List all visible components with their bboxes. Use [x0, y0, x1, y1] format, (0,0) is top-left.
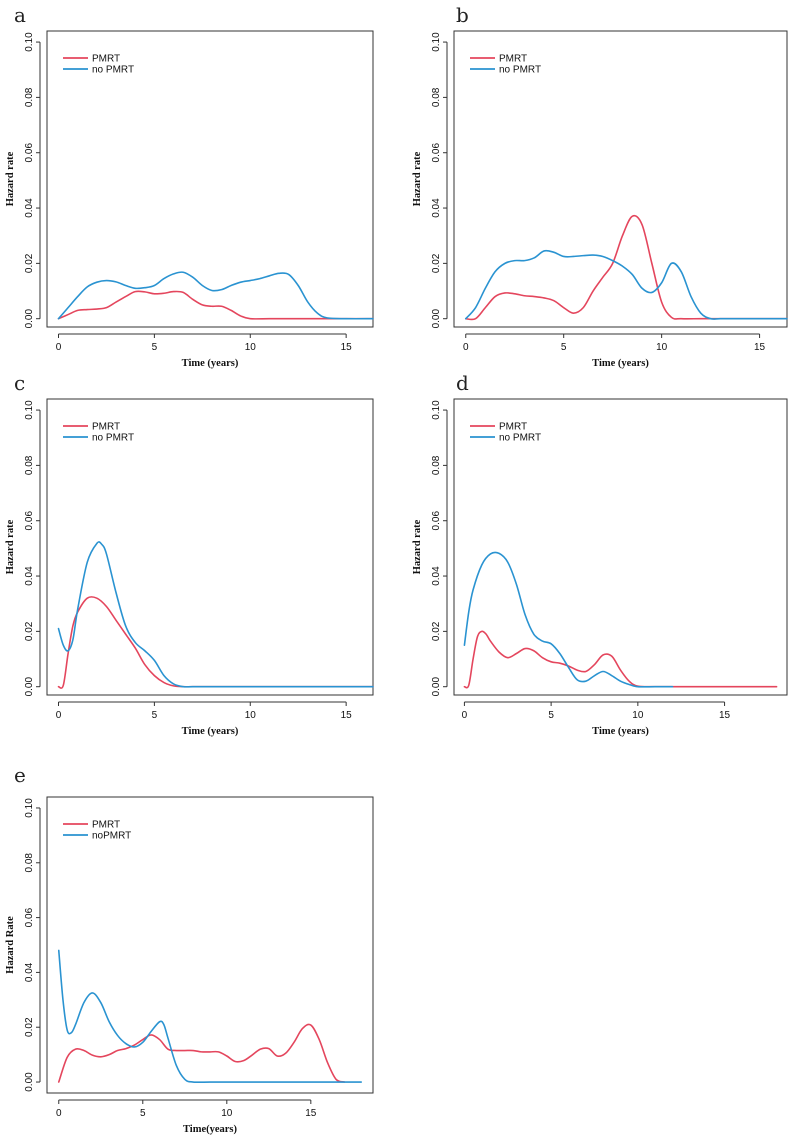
y-tick-label: 0.04: [24, 566, 35, 586]
y-tick-label: 0.06: [24, 511, 35, 531]
legend-label: PMRT: [499, 54, 527, 65]
y-axis-title: Hazard rate: [5, 519, 16, 574]
x-tick-label: 15: [341, 342, 353, 353]
y-tick-label: 0.00: [431, 309, 442, 329]
series-line-no-pmrt: [57, 541, 374, 688]
panel-letter: c: [14, 371, 25, 395]
legend-label: no PMRT: [499, 65, 541, 76]
plot-frame: [46, 30, 374, 328]
legend-label: PMRT: [499, 422, 527, 433]
y-tick-label: 0.02: [24, 253, 35, 273]
x-tick-label: 10: [245, 342, 257, 353]
panel-b: b 0.00 0.02 0.04 0.06 0.08 0.10 0 5 10 15 Time (yea…: [412, 3, 788, 369]
series-line-pmrt: [463, 630, 778, 689]
series-line-no-pmrt: [57, 271, 374, 320]
x-tick-label: 0: [463, 342, 469, 353]
x-tick-label: 10: [656, 342, 668, 353]
x-tick-label: 5: [561, 342, 567, 353]
x-axis-title: Time(years): [183, 1124, 238, 1135]
panel-d: d 0.00 0.02 0.04 0.06 0.08 0.10 0 5 10 15 Time (yea…: [412, 371, 788, 737]
series-line-pmrt: [57, 595, 374, 689]
legend-label: no PMRT: [92, 433, 134, 444]
y-tick-label: 0.00: [24, 309, 35, 329]
y-tick-label: 0.04: [431, 198, 442, 218]
legend-label: no PMRT: [92, 65, 134, 76]
x-tick-label: 10: [632, 710, 644, 721]
plot-frame: [453, 398, 788, 696]
legend-label: noPMRT: [92, 831, 131, 842]
y-tick-label: 0.02: [24, 621, 35, 641]
x-axis-title: Time (years): [182, 726, 239, 737]
x-tick-label: 15: [341, 710, 353, 721]
y-tick-label: 0.00: [431, 677, 442, 697]
series-line-pmrt: [57, 290, 374, 320]
x-tick-label: 5: [152, 710, 158, 721]
panel-c: c 0.00 0.02 0.04 0.06 0.08 0.10 0 5 10 15 Time (yea…: [5, 371, 374, 737]
panel-letter: b: [456, 3, 469, 27]
y-tick-label: 0.10: [431, 32, 442, 52]
x-tick-label: 0: [56, 710, 62, 721]
y-axis-title: Hazard rate: [412, 519, 423, 574]
y-axis-title: Hazard rate: [5, 151, 16, 206]
x-axis-title: Time (years): [182, 358, 239, 369]
x-tick-label: 0: [462, 710, 468, 721]
y-tick-label: 0.00: [24, 677, 35, 697]
y-tick-label: 0.08: [431, 455, 442, 475]
x-tick-label: 15: [754, 342, 766, 353]
y-tick-label: 0.04: [431, 566, 442, 586]
x-tick-label: 5: [548, 710, 554, 721]
y-tick-label: 0.06: [431, 511, 442, 531]
panel-letter: e: [14, 763, 26, 787]
series-line-no-pmrt: [464, 249, 788, 320]
series-line-pmrt: [57, 1023, 346, 1083]
y-tick-label: 0.00: [24, 1072, 35, 1092]
y-tick-label: 0.02: [24, 1017, 35, 1037]
x-tick-label: 5: [140, 1108, 146, 1119]
panel-e: e 0.00 0.02 0.04 0.06 0.08 0.10 0 5 10 15 Time(year…: [5, 763, 374, 1135]
series-line-pmrt: [464, 214, 788, 321]
series-line-no-pmrt: [463, 551, 674, 688]
y-tick-label: 0.08: [24, 455, 35, 475]
y-axis-title: Hazard Rate: [5, 916, 16, 974]
series-line-nopmrt: [57, 949, 363, 1084]
y-tick-label: 0.06: [24, 143, 35, 163]
panel-letter: a: [14, 3, 26, 27]
y-tick-label: 0.10: [24, 32, 35, 52]
x-tick-label: 10: [245, 710, 257, 721]
y-tick-label: 0.10: [431, 400, 442, 420]
panel-a: a 0.00 0.02 0.04 0.06 0.08 0.10 0 5 10 15 Time (yea…: [5, 3, 374, 369]
plot-frame: [453, 30, 788, 328]
legend-label: PMRT: [92, 820, 120, 831]
legend-label: no PMRT: [499, 433, 541, 444]
y-tick-label: 0.06: [24, 907, 35, 927]
y-tick-label: 0.04: [24, 198, 35, 218]
y-tick-label: 0.02: [431, 621, 442, 641]
x-tick-label: 10: [221, 1108, 233, 1119]
x-axis-title: Time (years): [592, 358, 649, 369]
y-tick-label: 0.02: [431, 253, 442, 273]
y-tick-label: 0.08: [24, 87, 35, 107]
legend-label: PMRT: [92, 54, 120, 65]
x-tick-label: 15: [305, 1108, 317, 1119]
x-tick-label: 0: [56, 342, 62, 353]
plot-frame: [46, 398, 374, 696]
y-axis-title: Hazard rate: [412, 151, 423, 206]
y-tick-label: 0.08: [431, 87, 442, 107]
legend-label: PMRT: [92, 422, 120, 433]
x-axis-title: Time (years): [592, 726, 649, 737]
panel-letter: d: [456, 371, 469, 395]
x-tick-label: 0: [56, 1108, 62, 1119]
plot-frame: [46, 796, 374, 1094]
x-tick-label: 15: [719, 710, 731, 721]
y-tick-label: 0.10: [24, 798, 35, 818]
y-tick-label: 0.06: [431, 143, 442, 163]
y-tick-label: 0.04: [24, 962, 35, 982]
x-tick-label: 5: [152, 342, 158, 353]
y-tick-label: 0.08: [24, 853, 35, 873]
y-tick-label: 0.10: [24, 400, 35, 420]
